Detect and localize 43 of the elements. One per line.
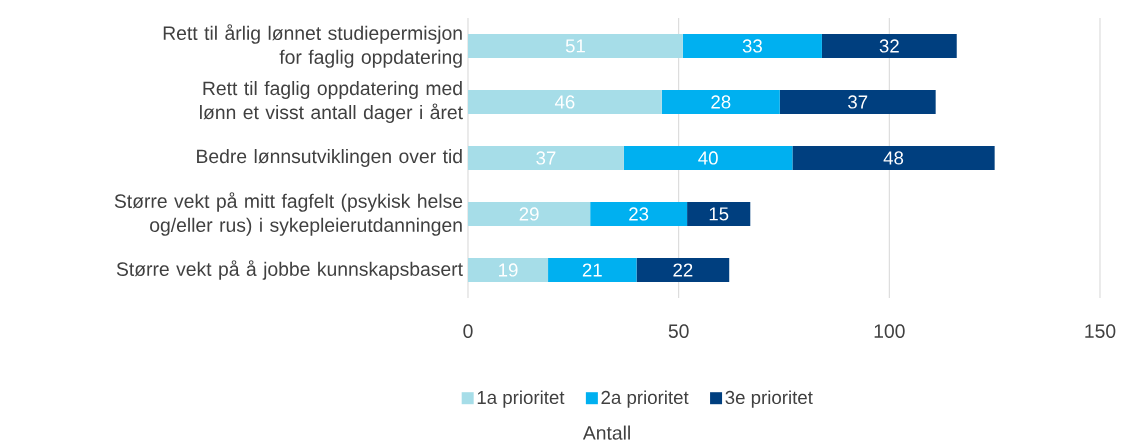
bar	[468, 33, 683, 59]
data-label: 37	[848, 95, 868, 109]
bar	[468, 201, 591, 227]
legend-label: 3e prioritet	[725, 390, 813, 408]
bar	[821, 33, 957, 59]
data-label: 37	[536, 151, 556, 165]
y-tick-label: Større vekt på mitt fagfelt (psykisk helse og/eller rus) i sykepleierutdanningen	[114, 192, 463, 236]
data-label: 28	[711, 95, 731, 109]
bar	[682, 33, 822, 59]
data-label: 19	[499, 263, 518, 277]
x-tick-label: 100	[874, 324, 905, 338]
x-tick-label: 0	[463, 324, 473, 338]
bar	[468, 89, 662, 115]
data-label: 15	[709, 207, 729, 221]
data-label: 51	[565, 39, 585, 53]
data-label: 32	[879, 39, 899, 53]
x-axis-title: Antall	[582, 425, 630, 440]
data-label: 22	[673, 263, 693, 277]
bar	[779, 89, 936, 115]
bar	[590, 201, 688, 227]
data-label: 46	[554, 95, 575, 109]
y-tick-label: Bedre lønnsutviklingen over tid	[197, 148, 462, 168]
bar	[468, 145, 624, 171]
bar	[687, 201, 751, 227]
x-tick-label: 150	[1085, 324, 1116, 338]
data-label: 48	[883, 151, 904, 165]
x-tick-label: 50	[668, 324, 689, 338]
legend-label: 1a prioritet	[477, 390, 565, 408]
data-label: 29	[519, 207, 539, 221]
y-tick-label: Rett til faglig oppdatering med lønn et visst antall dager i året	[200, 80, 463, 124]
bar	[468, 257, 549, 283]
y-tick-label: Rett til årlig lønnet studiepermisjon for faglig oppdatering	[163, 24, 462, 68]
legend-label: 2a prioritet	[601, 390, 689, 408]
data-label: 23	[629, 207, 649, 221]
bar	[636, 257, 730, 283]
data-label: 33	[742, 39, 762, 53]
bar	[661, 89, 780, 115]
bar	[792, 145, 995, 171]
y-tick-label: Større vekt på å jobbe kunnskapsbasert	[116, 260, 463, 280]
data-label: 40	[698, 151, 718, 165]
bar	[548, 257, 637, 283]
bar	[623, 145, 793, 171]
data-label: 21	[582, 263, 602, 277]
